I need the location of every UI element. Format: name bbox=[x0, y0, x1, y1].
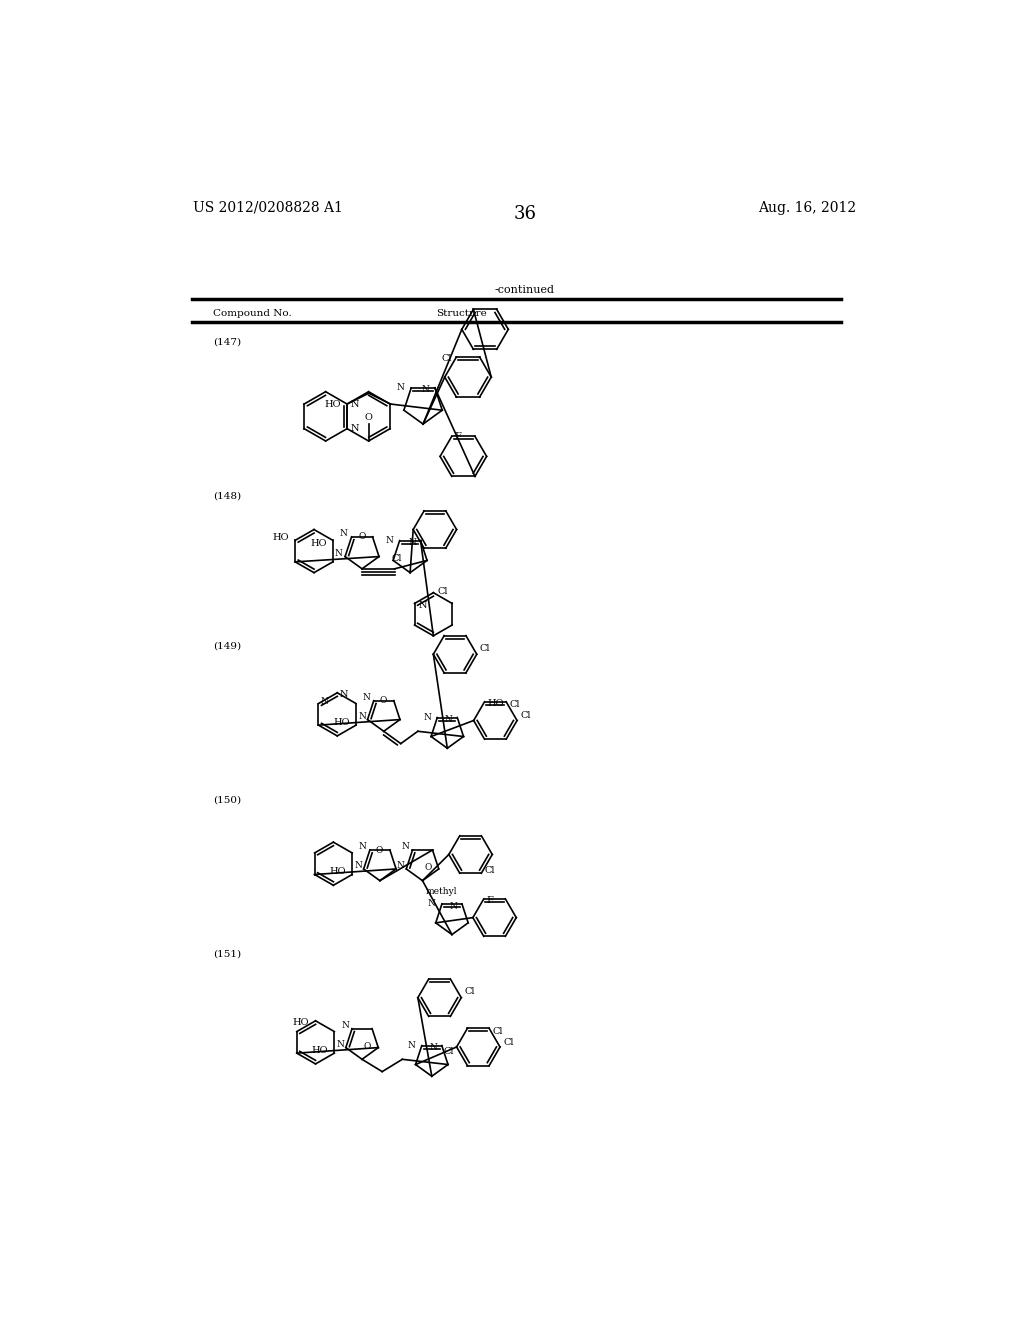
Text: N: N bbox=[408, 1041, 416, 1051]
Text: N: N bbox=[335, 549, 343, 558]
Text: US 2012/0208828 A1: US 2012/0208828 A1 bbox=[194, 201, 343, 215]
Text: (151): (151) bbox=[213, 950, 242, 958]
Text: N: N bbox=[358, 711, 366, 721]
Text: HO: HO bbox=[330, 867, 346, 876]
Text: (149): (149) bbox=[213, 642, 242, 651]
Text: N: N bbox=[444, 715, 453, 725]
Text: (150): (150) bbox=[213, 796, 242, 805]
Text: Cl: Cl bbox=[443, 1047, 454, 1056]
Text: N: N bbox=[362, 693, 371, 702]
Text: N: N bbox=[350, 424, 358, 433]
Text: N: N bbox=[340, 690, 348, 698]
Text: HO: HO bbox=[311, 1045, 328, 1055]
Text: HO: HO bbox=[334, 718, 350, 726]
Text: N: N bbox=[429, 1043, 437, 1052]
Text: O: O bbox=[376, 846, 383, 854]
Text: O: O bbox=[364, 1041, 372, 1051]
Text: HO: HO bbox=[487, 698, 504, 708]
Text: Cl: Cl bbox=[520, 711, 530, 721]
Text: Cl: Cl bbox=[503, 1038, 514, 1047]
Text: (148): (148) bbox=[213, 492, 242, 500]
Text: -continued: -continued bbox=[495, 285, 555, 296]
Text: F: F bbox=[486, 896, 494, 906]
Text: Compound No.: Compound No. bbox=[213, 309, 292, 318]
Text: Cl: Cl bbox=[479, 644, 489, 652]
Text: Cl: Cl bbox=[509, 701, 520, 709]
Text: N: N bbox=[450, 902, 458, 911]
Text: Cl: Cl bbox=[441, 354, 452, 363]
Text: N: N bbox=[419, 601, 427, 610]
Text: N: N bbox=[422, 385, 429, 393]
Text: O: O bbox=[380, 696, 387, 705]
Text: N: N bbox=[408, 539, 416, 548]
Text: HO: HO bbox=[293, 1018, 309, 1027]
Text: N: N bbox=[337, 1040, 344, 1049]
Text: N: N bbox=[321, 697, 329, 706]
Text: Structure: Structure bbox=[436, 309, 486, 318]
Text: HO: HO bbox=[310, 539, 327, 548]
Text: 36: 36 bbox=[513, 205, 537, 223]
Text: HO: HO bbox=[272, 533, 289, 541]
Text: N: N bbox=[340, 529, 348, 539]
Text: N: N bbox=[397, 862, 404, 870]
Text: methyl: methyl bbox=[426, 887, 457, 896]
Text: N: N bbox=[341, 1022, 349, 1030]
Text: O: O bbox=[424, 863, 432, 873]
Text: Cl: Cl bbox=[391, 553, 402, 562]
Text: F: F bbox=[454, 432, 461, 441]
Text: N: N bbox=[358, 842, 367, 851]
Text: Cl: Cl bbox=[464, 987, 475, 997]
Text: N: N bbox=[423, 713, 431, 722]
Text: N: N bbox=[350, 400, 358, 408]
Text: Aug. 16, 2012: Aug. 16, 2012 bbox=[759, 201, 856, 215]
Text: O: O bbox=[358, 532, 366, 541]
Text: (147): (147) bbox=[213, 338, 242, 347]
Text: N: N bbox=[401, 842, 410, 851]
Text: HO: HO bbox=[325, 400, 341, 408]
Text: N: N bbox=[396, 383, 404, 392]
Text: Cl: Cl bbox=[493, 1027, 503, 1036]
Text: O: O bbox=[365, 413, 373, 422]
Text: N: N bbox=[428, 899, 436, 908]
Text: Cl: Cl bbox=[437, 586, 447, 595]
Text: Cl: Cl bbox=[484, 866, 495, 875]
Text: N: N bbox=[354, 862, 362, 870]
Text: N: N bbox=[386, 536, 393, 545]
